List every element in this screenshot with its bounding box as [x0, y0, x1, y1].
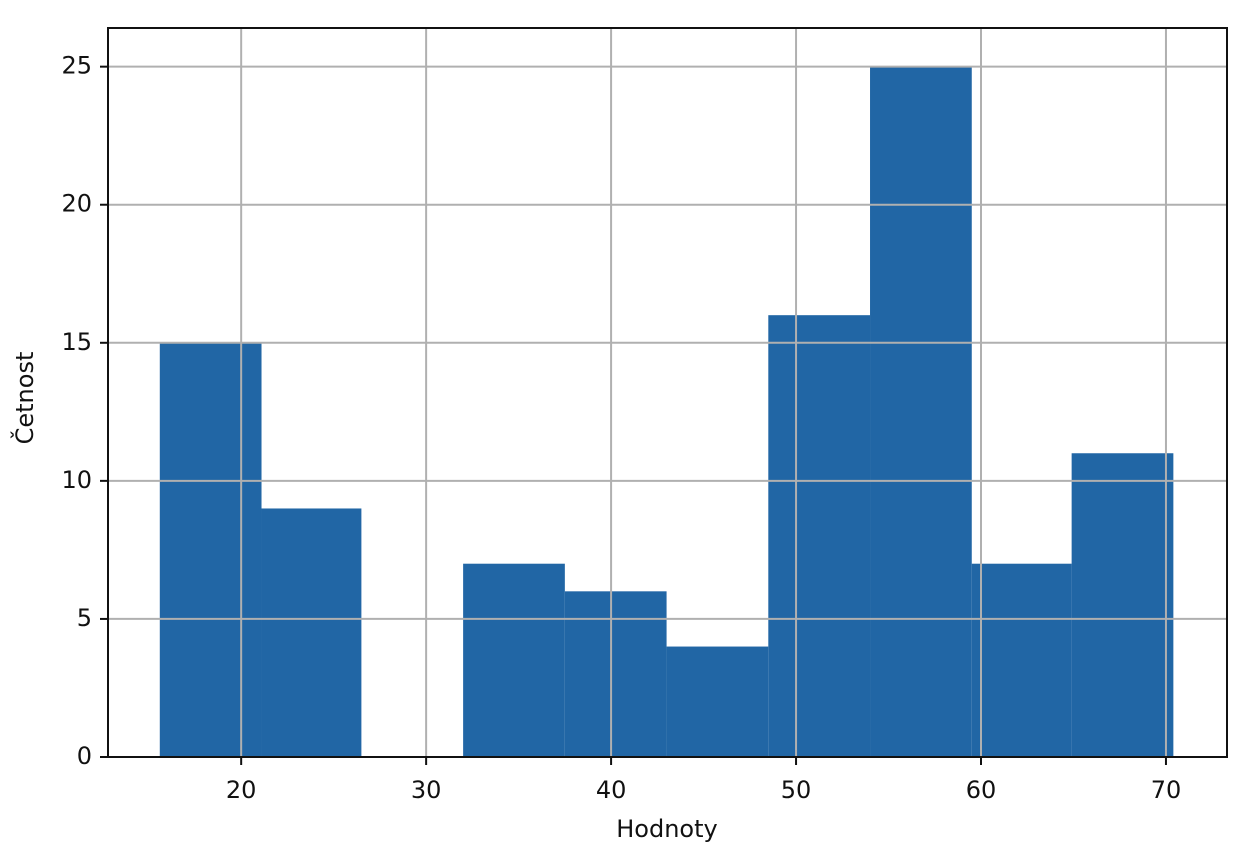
bar	[463, 563, 565, 757]
bar	[159, 342, 262, 757]
bar	[261, 508, 362, 757]
y-axis-label: Četnost	[9, 352, 39, 445]
bar	[666, 646, 769, 757]
y-tick-label: 20	[61, 190, 92, 218]
x-axis-label: Hodnoty	[616, 815, 717, 843]
y-tick-label: 15	[61, 328, 92, 356]
bar	[768, 315, 871, 757]
bar	[971, 563, 1072, 757]
y-tick-label: 5	[77, 604, 92, 632]
y-tick-label: 25	[61, 52, 92, 80]
plot-frame	[107, 27, 1228, 758]
y-tick-label: 10	[61, 466, 92, 494]
x-tick-label: 30	[411, 776, 442, 804]
x-tick-label: 60	[966, 776, 997, 804]
x-tick-label: 70	[1151, 776, 1182, 804]
x-tick-label: 50	[781, 776, 812, 804]
y-tick-label: 0	[77, 742, 92, 770]
x-tick-label: 40	[596, 776, 627, 804]
bar	[870, 66, 972, 758]
x-tick-label: 20	[226, 776, 257, 804]
bar	[1071, 453, 1174, 757]
bar	[564, 591, 667, 757]
